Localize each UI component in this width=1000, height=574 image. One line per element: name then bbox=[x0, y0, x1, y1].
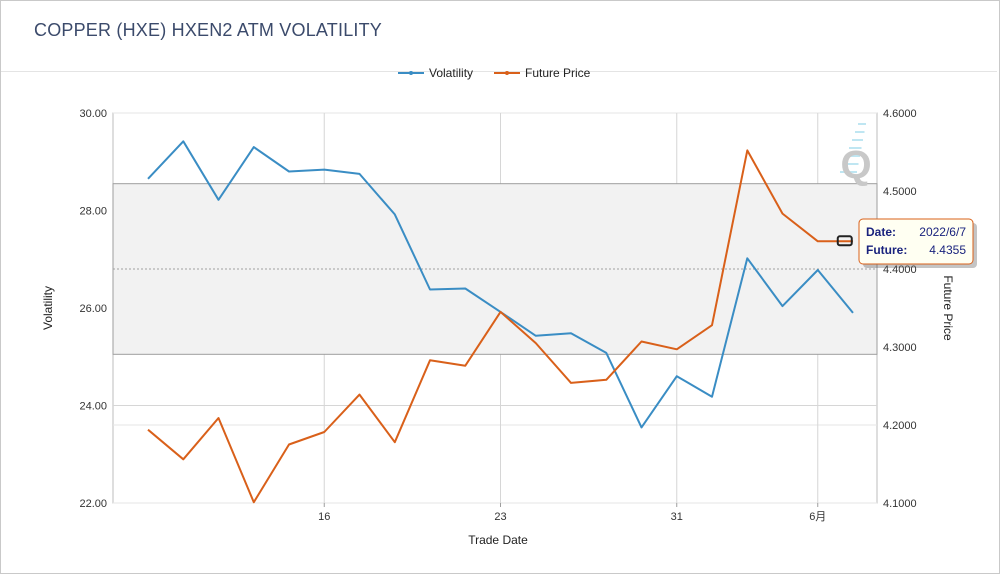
tooltip-box bbox=[858, 218, 974, 265]
legend-label-volatility: Volatility bbox=[429, 66, 473, 80]
x-tick-label: 31 bbox=[671, 511, 683, 523]
x-tick-label: 6月 bbox=[809, 511, 826, 523]
legend: Volatility Future Price bbox=[398, 66, 591, 80]
legend-label-future-price: Future Price bbox=[525, 66, 591, 80]
y-tick-label: 26.00 bbox=[79, 303, 107, 315]
series-lines bbox=[147, 140, 854, 504]
tooltip-date-value: 2022/6/7 bbox=[919, 225, 966, 239]
x-tick-label: 16 bbox=[318, 511, 330, 523]
tooltip-anchor-marker bbox=[836, 235, 853, 247]
x-axis-title: Trade Date bbox=[468, 533, 528, 547]
y-tick-label: 24.00 bbox=[79, 401, 107, 413]
y2-axis-ticks: 4.1000 4.2000 4.3000 4.4000 4.5000 4.6000 bbox=[883, 108, 917, 510]
y2-tick-label: 4.3000 bbox=[883, 342, 917, 354]
y2-tick-label: 4.5000 bbox=[883, 186, 917, 198]
legend-marker bbox=[409, 71, 413, 75]
y-axis-ticks: 22.00 24.00 26.00 28.00 30.00 bbox=[79, 108, 107, 510]
y2-tick-label: 4.4000 bbox=[883, 264, 917, 276]
chart-header bbox=[1, 1, 997, 72]
y2-axis-title: Future Price bbox=[941, 275, 955, 341]
tooltip-future-value: 4.4355 bbox=[929, 243, 966, 257]
chart-title: COPPER (HXE) HXEN2 ATM VOLATILITY bbox=[34, 20, 383, 40]
q-logo-icon: Q bbox=[840, 123, 872, 187]
tooltip-date-label: Date: bbox=[866, 225, 896, 239]
y-tick-label: 30.00 bbox=[79, 108, 107, 120]
x-tick-label: 23 bbox=[494, 511, 506, 523]
y-tick-label: 22.00 bbox=[79, 498, 107, 510]
y2-tick-label: 4.2000 bbox=[883, 420, 917, 432]
y2-tick-label: 4.6000 bbox=[883, 108, 917, 120]
series-line-future-price bbox=[147, 149, 853, 504]
legend-marker bbox=[505, 71, 509, 75]
y-tick-label: 28.00 bbox=[79, 206, 107, 218]
tooltip-future-label: Future: bbox=[866, 243, 907, 257]
watermark-text: Q bbox=[840, 143, 871, 187]
y2-tick-label: 4.1000 bbox=[883, 498, 917, 510]
tooltip: Date: 2022/6/7 Future: 4.4355 bbox=[836, 218, 977, 268]
reference-band bbox=[112, 183, 878, 355]
y-axis-title: Volatility bbox=[41, 286, 55, 330]
x-axis-ticks: 16 23 31 6月 bbox=[318, 503, 826, 523]
